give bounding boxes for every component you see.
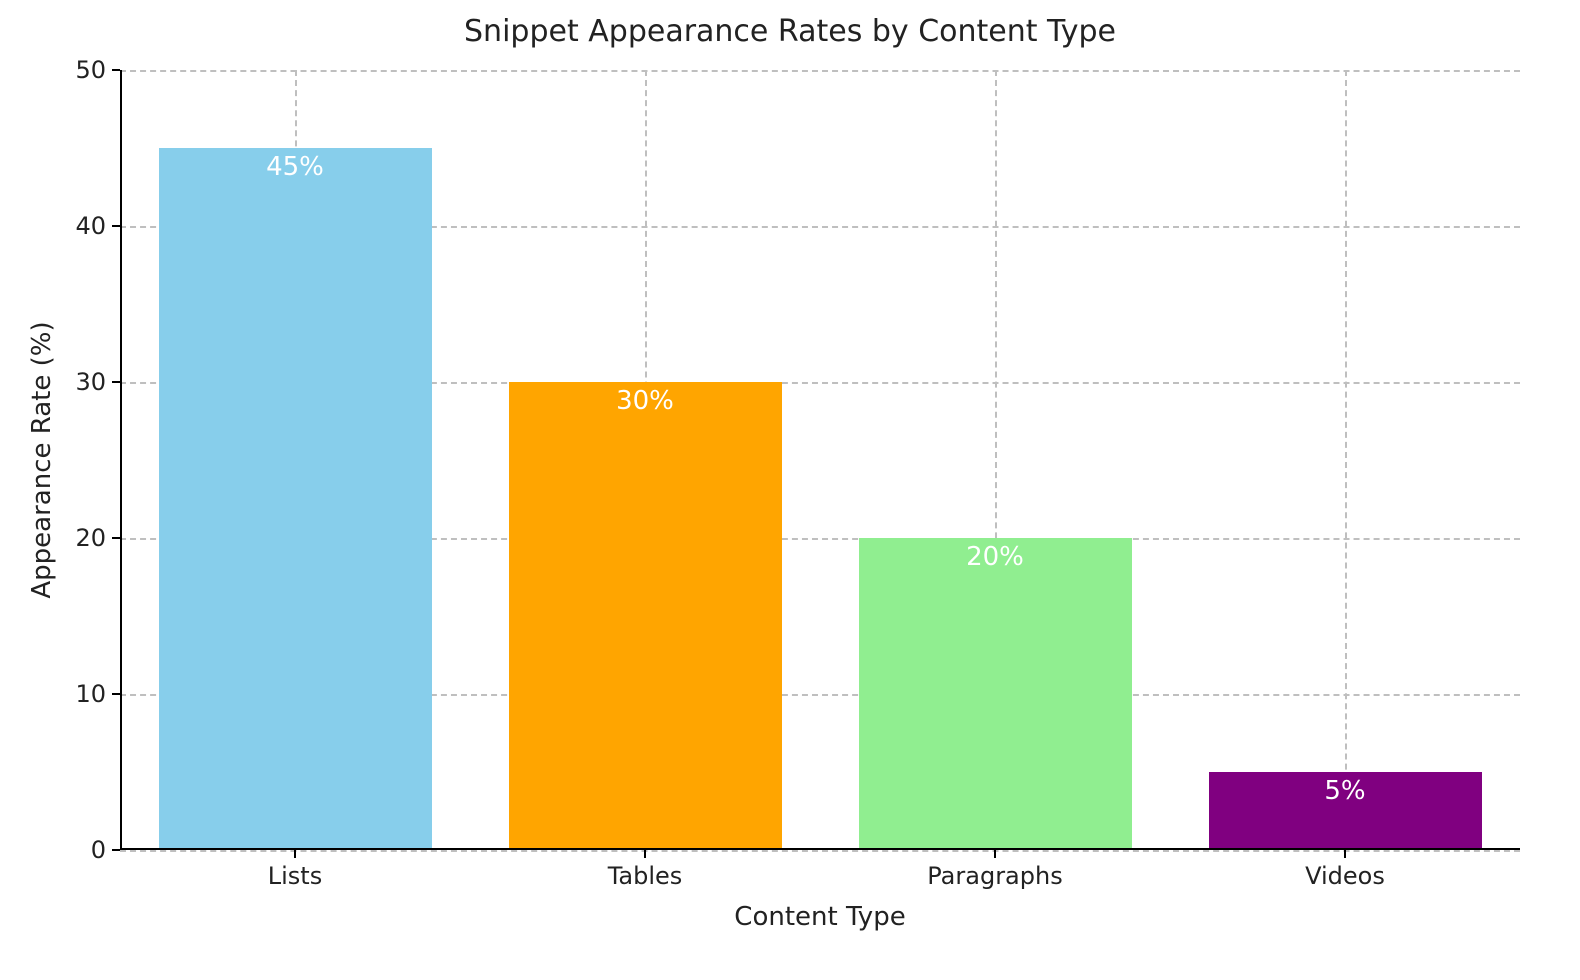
bar-value-label: 30% (616, 386, 674, 416)
y-tick-mark (112, 381, 120, 383)
bar (509, 382, 782, 850)
y-tick-mark (112, 537, 120, 539)
bar-value-label: 20% (966, 542, 1024, 572)
x-tick-mark (994, 850, 996, 858)
x-axis-label: Content Type (734, 902, 905, 932)
y-tick-label: 10 (75, 680, 106, 708)
bar (859, 538, 1132, 850)
y-tick-mark (112, 225, 120, 227)
x-tick-mark (644, 850, 646, 858)
chart-container: Snippet Appearance Rates by Content Type… (0, 0, 1580, 980)
grid-line-horizontal (120, 850, 1520, 852)
bar (159, 148, 432, 850)
y-axis-label: Appearance Rate (%) (27, 321, 57, 598)
y-tick-mark (112, 693, 120, 695)
grid-line-horizontal (120, 70, 1520, 72)
x-tick-label: Paragraphs (927, 862, 1062, 890)
y-tick-label: 30 (75, 368, 106, 396)
x-tick-mark (294, 850, 296, 858)
y-tick-mark (112, 849, 120, 851)
bar-value-label: 45% (266, 152, 324, 182)
plot-area: 45% 30% 20% 5% (120, 70, 1520, 850)
y-axis-spine (120, 70, 122, 850)
x-tick-label: Videos (1305, 862, 1385, 890)
chart-title: Snippet Appearance Rates by Content Type (0, 14, 1580, 49)
y-tick-label: 40 (75, 212, 106, 240)
y-tick-label: 20 (75, 524, 106, 552)
y-tick-label: 0 (91, 836, 106, 864)
bar-value-label: 5% (1324, 776, 1365, 806)
x-tick-mark (1344, 850, 1346, 858)
y-tick-label: 50 (75, 56, 106, 84)
x-tick-label: Tables (608, 862, 683, 890)
grid-line-vertical (1345, 70, 1347, 850)
x-tick-label: Lists (268, 862, 322, 890)
x-axis-spine (120, 848, 1520, 850)
y-tick-mark (112, 69, 120, 71)
